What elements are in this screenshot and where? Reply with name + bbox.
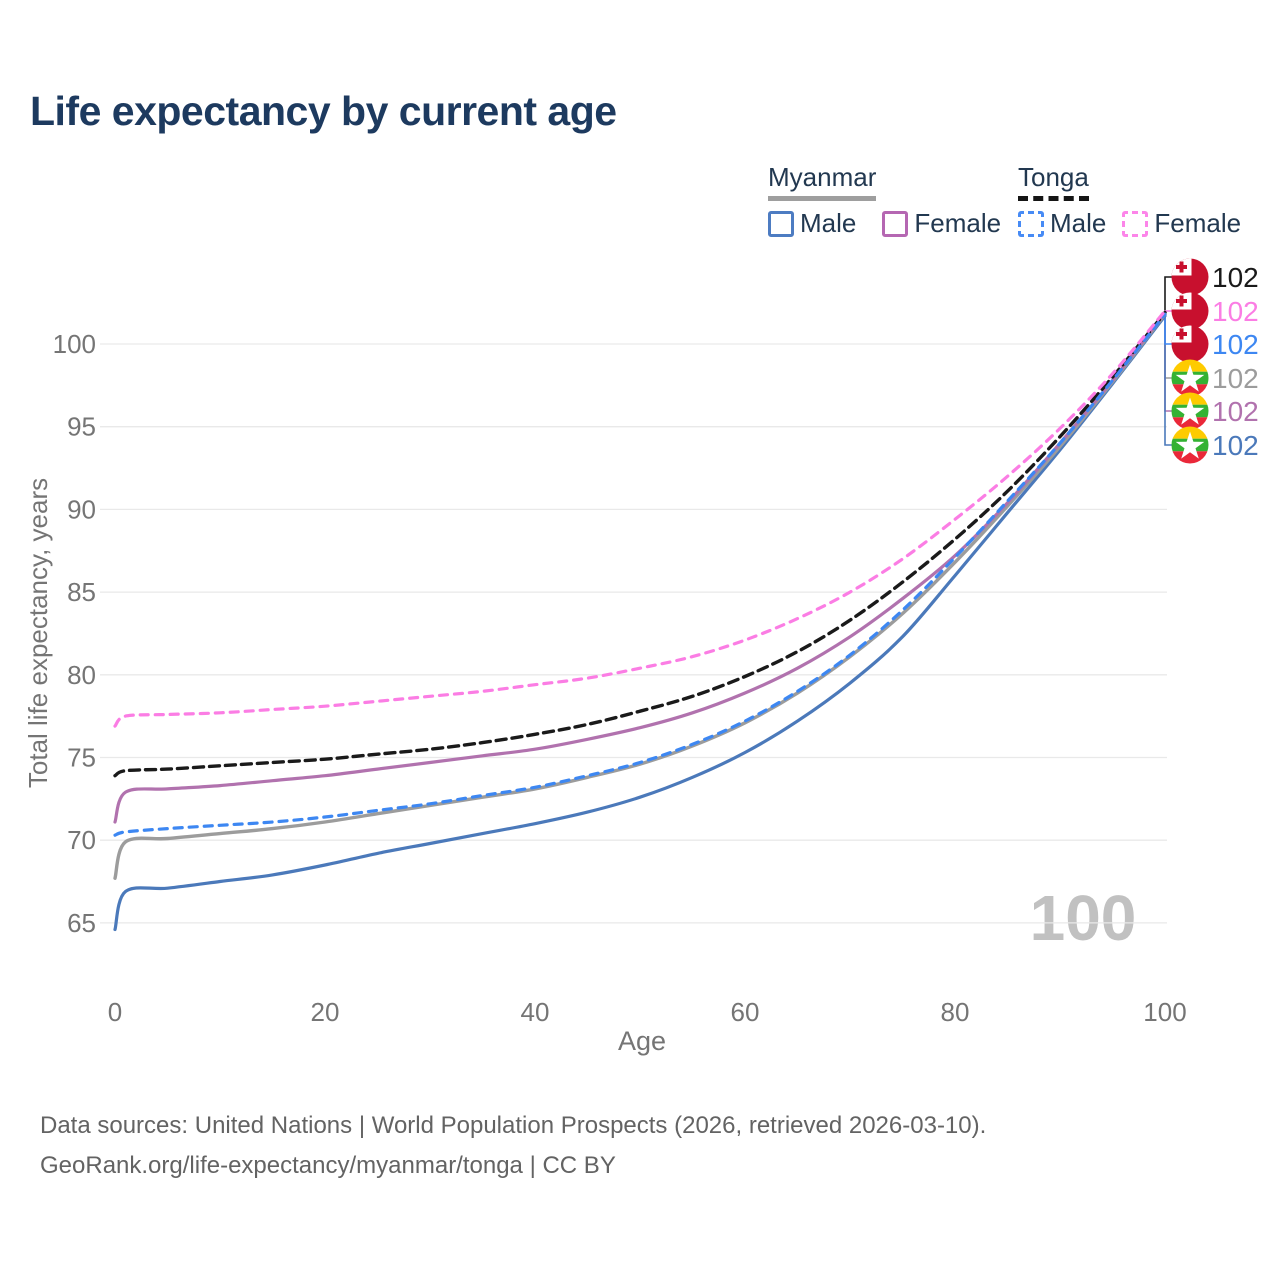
legend-label-tonga-male: Male (1050, 208, 1107, 238)
chart-footer: Data sources: United Nations | World Pop… (40, 1106, 986, 1186)
myanmar-flag-icon (1171, 392, 1209, 430)
tonga-flag-icon (1171, 258, 1209, 296)
legend-item-tonga-male[interactable]: Male (1018, 208, 1106, 239)
x-tick-label: 0 (108, 997, 122, 1027)
legend-label-myanmar-male: Male (800, 208, 857, 238)
myanmar-flag-icon (1171, 359, 1209, 397)
end-value-label: 102 (1212, 363, 1259, 394)
leader-line (1164, 312, 1173, 345)
end-value-label: 102 (1212, 396, 1259, 427)
checkbox-myanmar-female-icon[interactable] (882, 210, 909, 237)
y-tick-label: 80 (67, 660, 96, 690)
y-tick-label: 85 (67, 577, 96, 607)
end-value-label: 102 (1212, 296, 1259, 327)
leader-line (1164, 312, 1173, 446)
series-line-myanmar-both-sexes (113, 312, 1167, 880)
y-tick-label: 95 (67, 412, 96, 442)
x-axis-title: Age (618, 1026, 666, 1056)
legend-item-tonga-female[interactable]: Female (1122, 208, 1241, 239)
y-tick-label: 90 (67, 494, 96, 524)
checkbox-tonga-female-icon[interactable] (1122, 210, 1149, 237)
page-title: Life expectancy by current age (30, 88, 617, 134)
y-tick-label: 75 (67, 743, 96, 773)
legend-row-myanmar: Male Female (768, 208, 1001, 239)
series-line-tonga-male (113, 312, 1167, 837)
legend-country-tonga[interactable]: Tonga (1018, 162, 1089, 201)
legend-label-tonga-female: Female (1154, 208, 1242, 238)
checkbox-tonga-male-icon[interactable] (1018, 210, 1044, 237)
end-value-label: 102 (1212, 329, 1259, 360)
legend-country-myanmar[interactable]: Myanmar (768, 162, 877, 201)
x-tick-label: 20 (311, 997, 340, 1027)
checkbox-myanmar-male-icon[interactable] (768, 210, 794, 237)
series-line-myanmar-male (113, 314, 1167, 932)
legend-item-myanmar-female[interactable]: Female (882, 208, 1001, 239)
series-line-tonga-female (113, 309, 1167, 728)
myanmar-flag-icon (1171, 426, 1209, 464)
legend-row-tonga: Male Female (1018, 208, 1241, 239)
end-value-label: 102 (1212, 430, 1259, 461)
series-line-tonga-both-sexes (113, 310, 1167, 778)
attribution-text: GeoRank.org/life-expectancy/myanmar/tong… (40, 1152, 616, 1179)
y-tick-label: 65 (67, 908, 96, 938)
legend-group-myanmar: Myanmar Male Female (768, 162, 1001, 239)
leader-line (1164, 312, 1173, 412)
x-tick-label: 40 (521, 997, 550, 1027)
x-tick-label: 100 (1143, 997, 1186, 1027)
x-tick-label: 80 (941, 997, 970, 1027)
y-tick-label: 100 (53, 329, 96, 359)
legend-item-myanmar-male[interactable]: Male (768, 208, 856, 239)
x-tick-label: 60 (731, 997, 760, 1027)
series-line-myanmar-female (113, 311, 1167, 824)
tonga-flag-icon (1171, 325, 1209, 363)
tonga-flag-icon (1171, 292, 1209, 330)
y-axis-title: Total life expectancy, years (23, 478, 53, 788)
age-counter-watermark: 100 (1030, 882, 1137, 954)
end-value-label: 102 (1212, 262, 1259, 293)
y-tick-label: 70 (67, 825, 96, 855)
legend-group-tonga: Tonga Male Female (1018, 162, 1241, 239)
data-sources-text: Data sources: United Nations | World Pop… (40, 1112, 987, 1139)
legend-label-myanmar-female: Female (914, 208, 1002, 238)
leader-line (1164, 276, 1173, 313)
